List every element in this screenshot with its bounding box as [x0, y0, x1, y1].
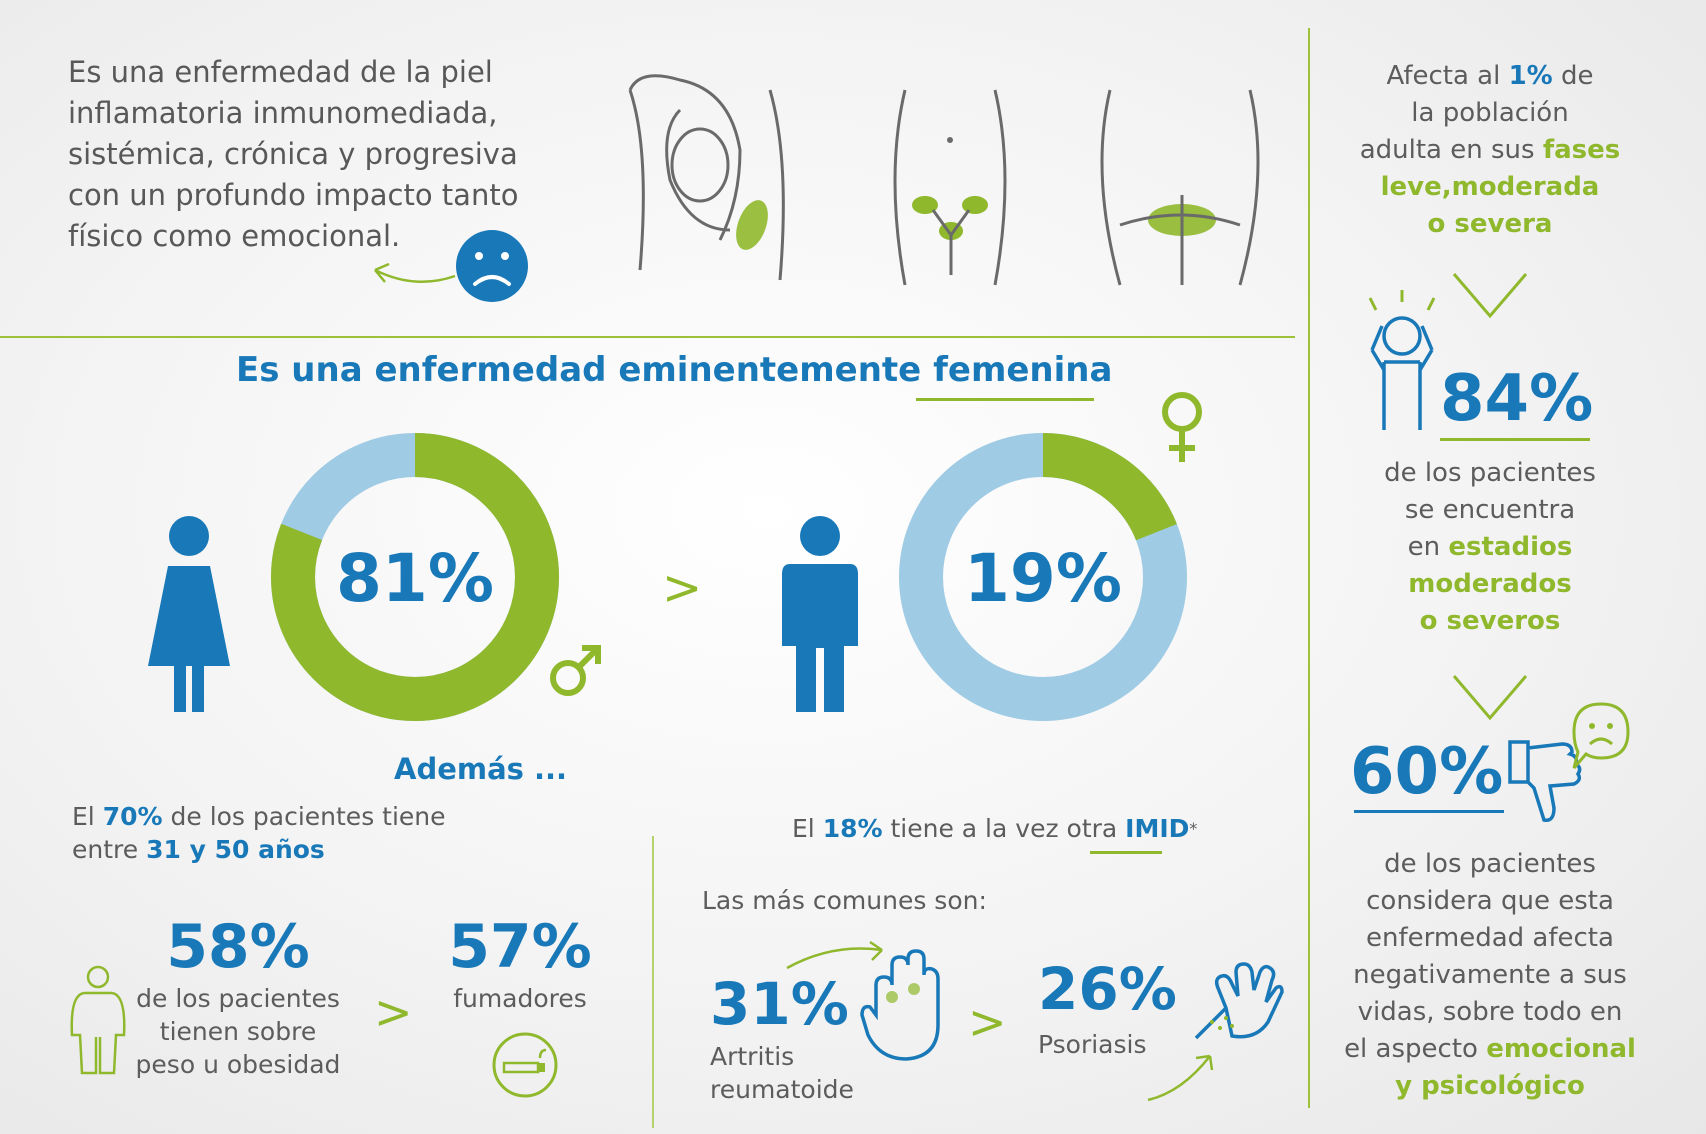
common-label: Las más comunes son:	[702, 886, 987, 915]
imid-underline	[1090, 851, 1162, 854]
psoriasis-pct: 26%	[1038, 955, 1177, 1023]
affects-highlight: leve,moderada	[1380, 172, 1600, 202]
arthritis-greater: >	[968, 995, 1007, 1049]
female-symbol-icon	[1162, 392, 1202, 462]
emotional-underline	[1354, 810, 1504, 813]
section-heading: Es una enfermedad eminentemente femenina	[236, 350, 1112, 390]
smokers-label: fumadores	[453, 984, 587, 1013]
imid-text-part: tiene a la vez otra	[882, 814, 1126, 843]
intro-line: inflamatoria inmunomediada,	[68, 96, 498, 130]
emotional-text: de los pacientes	[1384, 849, 1596, 879]
horizontal-divider	[0, 336, 1295, 338]
donut-women	[271, 433, 559, 721]
comparison-greater: >	[662, 560, 703, 616]
imid-pct: 18%	[822, 814, 883, 843]
heading-highlight: femenina	[933, 350, 1113, 390]
imid-text: El 18% tiene a la vez otra IMID*	[792, 812, 1197, 845]
affects-text: adulta en sus	[1359, 135, 1543, 165]
emotional-text: negativamente a sus	[1353, 960, 1627, 990]
intro-line: con un profundo impacto tanto	[68, 178, 519, 212]
arrow-curve-icon	[1147, 1054, 1214, 1102]
intro-line: Es una enfermedad de la piel	[68, 55, 493, 89]
donut-arc-women	[271, 433, 559, 721]
age-text-part: entre	[72, 835, 147, 864]
overweight-person-icon	[70, 965, 126, 1075]
no-smoking-icon	[492, 1032, 558, 1098]
stressed-person-icon	[1368, 290, 1436, 430]
overweight-text: de los pacientes tienen sobre peso u obe…	[118, 982, 358, 1081]
age-pct: 70%	[102, 802, 163, 831]
armpit-figure-icon	[628, 74, 785, 281]
stage-text: en	[1407, 532, 1449, 562]
affects-block: Afecta al 1% de la población adulta en s…	[1320, 58, 1660, 243]
age-range: 31 y 50 años	[146, 835, 325, 864]
affects-text: de	[1552, 61, 1594, 91]
donut-women-label: 81%	[336, 540, 494, 617]
buttocks-figure-icon	[1100, 89, 1260, 286]
arthritis-line: reumatoide	[710, 1075, 854, 1104]
thumbs-down-icon	[1508, 740, 1582, 822]
imid-star: *	[1189, 819, 1198, 838]
psoriasis-label: Psoriasis	[1038, 1030, 1147, 1059]
affects-text: Afecta al	[1386, 61, 1509, 91]
emotional-highlight: y psicológico	[1395, 1071, 1585, 1101]
stage-text: se encuentra	[1404, 495, 1576, 525]
imid-text-part: El	[792, 814, 823, 843]
intro-text: Es una enfermedad de la piel inflamatori…	[68, 52, 588, 257]
arrow-curve-icon	[786, 940, 883, 970]
overweight-line: tienen sobre	[159, 1017, 317, 1046]
lower-divider	[652, 836, 654, 1128]
male-symbol-icon	[550, 645, 601, 696]
intro-line: sistémica, crónica y progresiva	[68, 137, 518, 171]
chevron-down-icon	[1452, 675, 1528, 721]
donut-men-label: 19%	[964, 540, 1122, 617]
stage-block: de los pacientes se encuentra en estadio…	[1320, 455, 1660, 640]
affects-pct: 1%	[1508, 61, 1553, 91]
stage-highlight: estadios	[1448, 532, 1573, 562]
donut-men	[899, 433, 1187, 721]
groin-figure-icon	[893, 89, 1007, 286]
stage-highlight: moderados	[1408, 569, 1572, 599]
emotional-text: vidas, sobre todo en	[1357, 997, 1623, 1027]
age-text: El 70% de los pacientes tiene entre 31 y…	[72, 800, 532, 866]
stage-underline	[1440, 438, 1590, 441]
stage-pct: 84%	[1440, 362, 1594, 436]
arthritis-pct: 31%	[710, 970, 849, 1038]
hand-icon	[860, 949, 940, 1061]
arthritis-text: Artritis reumatoide	[710, 1040, 854, 1106]
intro-line: físico como emocional.	[68, 219, 401, 253]
sad-face-icon	[374, 230, 528, 302]
heading-prefix: Es una enfermedad eminentemente	[236, 350, 934, 390]
stage-highlight: o severos	[1419, 606, 1561, 636]
chevron-down-icon	[1452, 273, 1528, 319]
imid-name: IMID	[1125, 814, 1190, 843]
stage-text: de los pacientes	[1384, 458, 1596, 488]
overweight-pct: 58%	[166, 912, 310, 982]
male-figure-icon	[782, 516, 858, 712]
affects-highlight: fases	[1542, 135, 1621, 165]
overweight-greater: >	[374, 985, 413, 1039]
donut-arc-men	[899, 433, 1187, 721]
psoriasis-hand-icon	[1194, 962, 1284, 1040]
vertical-divider	[1308, 28, 1310, 1108]
heading-underline	[916, 398, 1094, 401]
age-text-part: El	[72, 802, 103, 831]
emotional-text: el aspecto	[1344, 1034, 1487, 1064]
affects-highlight: o severa	[1427, 209, 1553, 239]
smokers-pct: 57%	[448, 912, 592, 982]
overweight-line: peso u obesidad	[135, 1050, 341, 1079]
female-figure-icon	[148, 516, 230, 712]
emotional-text: enfermedad afecta	[1366, 923, 1614, 953]
arthritis-line: Artritis	[710, 1042, 795, 1071]
affects-text: la población	[1411, 98, 1569, 128]
emotional-block: de los pacientes considera que esta enfe…	[1320, 846, 1660, 1105]
overweight-line: de los pacientes	[136, 984, 340, 1013]
emotional-pct: 60%	[1350, 735, 1504, 809]
ademas-label: Además ...	[394, 752, 568, 786]
emotional-text: considera que esta	[1366, 886, 1614, 916]
emotional-highlight: emocional	[1486, 1034, 1636, 1064]
sad-face-icon	[1572, 702, 1630, 769]
age-text-part: de los pacientes tiene	[162, 802, 446, 831]
